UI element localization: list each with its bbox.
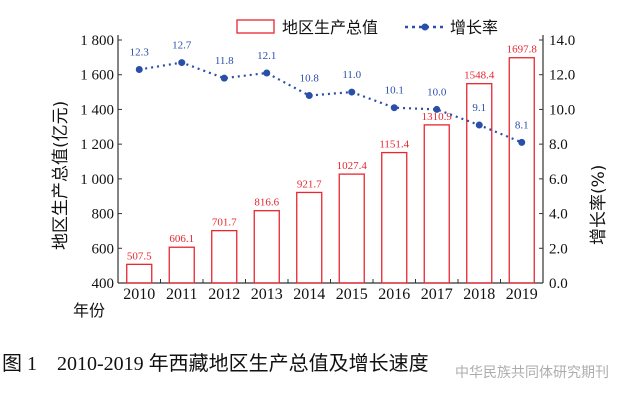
y-tick-label: 400 bbox=[92, 276, 115, 292]
bar-label: 921.7 bbox=[297, 178, 322, 190]
rate-label: 9.1 bbox=[472, 102, 486, 114]
bar bbox=[338, 173, 365, 284]
bar-label: 701.7 bbox=[212, 217, 237, 229]
rate-point bbox=[518, 138, 526, 146]
bar bbox=[126, 263, 153, 284]
y-tick-label: 1 400 bbox=[80, 102, 114, 118]
legend-bar-label: 地区生产总值 bbox=[282, 18, 378, 37]
bar bbox=[466, 83, 493, 284]
rate-label: 12.1 bbox=[257, 50, 276, 62]
y2-tick-label: 6.0 bbox=[549, 172, 568, 188]
y2-tick-label: 2.0 bbox=[549, 241, 568, 257]
x-tick-label: 2018 bbox=[463, 286, 495, 303]
y2-tick-label: 4.0 bbox=[549, 207, 568, 223]
figure-caption: 图 1 2010-2019 年西藏地区生产总值及增长速度 bbox=[2, 352, 429, 375]
rate-point bbox=[135, 66, 143, 74]
bar bbox=[508, 57, 535, 284]
axes: 400 600 800 1 000 1 200 1 400 1 600 1 800 0.0 2.0… bbox=[80, 33, 575, 303]
y2-axis-label: 增长率(%) bbox=[589, 165, 609, 245]
bar bbox=[423, 124, 450, 284]
bar-label: 1027.4 bbox=[337, 160, 368, 172]
bar-label: 1151.4 bbox=[379, 139, 409, 151]
y2-tick-label: 10.0 bbox=[549, 102, 575, 118]
rate-point bbox=[433, 105, 441, 113]
rate-line: 12.3 12.7 11.8 12.1 10.8 11.0 10.1 10.0 9.1 8.1 bbox=[130, 40, 529, 146]
legend-line-marker bbox=[421, 23, 429, 31]
y2-tick-label: 8.0 bbox=[549, 137, 568, 153]
rate-label: 12.7 bbox=[172, 40, 192, 52]
x-tick-label: 2014 bbox=[293, 286, 325, 303]
y-axis-label: 地区生产总值(亿元) bbox=[51, 101, 71, 250]
x-axis-label: 年份 bbox=[73, 301, 105, 320]
legend-line-label: 增长率 bbox=[450, 18, 498, 37]
legend-bar-swatch bbox=[236, 19, 275, 34]
rate-point bbox=[263, 69, 271, 77]
rate-label: 11.0 bbox=[342, 69, 361, 81]
x-tick-label: 2011 bbox=[166, 286, 197, 303]
bar-label: 1697.8 bbox=[507, 44, 538, 56]
x-tick-label: 2015 bbox=[336, 286, 368, 303]
y-tick-label: 1 600 bbox=[80, 68, 114, 84]
rate-point bbox=[305, 92, 313, 100]
bar-label: 1310.9 bbox=[422, 111, 453, 123]
bar bbox=[381, 151, 408, 284]
y2-tick-label: 14.0 bbox=[549, 33, 575, 49]
y-tick-label: 1 800 bbox=[80, 33, 114, 49]
x-tick-label: 2017 bbox=[421, 286, 453, 303]
rate-point bbox=[220, 74, 228, 82]
x-tick-label: 2013 bbox=[251, 286, 283, 303]
x-tick-label: 2016 bbox=[378, 286, 410, 303]
x-tick-label: 2010 bbox=[123, 286, 155, 303]
rate-point bbox=[390, 104, 398, 112]
rate-label: 12.3 bbox=[130, 47, 150, 59]
y-tick-label: 600 bbox=[92, 241, 115, 257]
bar-label: 606.1 bbox=[169, 233, 194, 245]
rate-label: 10.8 bbox=[300, 73, 320, 85]
rate-label: 11.8 bbox=[215, 55, 234, 67]
y-tick-label: 1 200 bbox=[80, 137, 114, 153]
y-tick-label: 800 bbox=[92, 207, 115, 223]
legend: 地区生产总值 增长率 bbox=[236, 18, 498, 37]
bar-label: 507.5 bbox=[127, 250, 152, 262]
rate-point bbox=[475, 121, 483, 129]
bar bbox=[296, 191, 323, 284]
bar bbox=[168, 246, 195, 284]
rate-label: 8.1 bbox=[515, 119, 529, 131]
rate-point bbox=[178, 59, 186, 67]
x-tick-label: 2012 bbox=[208, 286, 240, 303]
y-tick-label: 1 000 bbox=[80, 172, 114, 188]
bar-label: 1548.4 bbox=[464, 70, 495, 82]
bars: 507.5 606.1 701.7 816.6 921.7 1027.4 1151.4 131… bbox=[126, 44, 538, 284]
bar bbox=[211, 229, 238, 284]
y2-tick-label: 12.0 bbox=[549, 68, 575, 84]
rate-point bbox=[348, 88, 356, 96]
x-tick-label: 2019 bbox=[506, 286, 538, 303]
watermark: 中华民族共同体研究期刊 bbox=[455, 365, 609, 381]
bar-label: 816.6 bbox=[254, 197, 279, 209]
rate-label: 10.0 bbox=[427, 86, 447, 98]
bar bbox=[253, 210, 280, 284]
rate-label: 10.1 bbox=[385, 85, 404, 97]
y2-tick-label: 0.0 bbox=[549, 276, 568, 292]
